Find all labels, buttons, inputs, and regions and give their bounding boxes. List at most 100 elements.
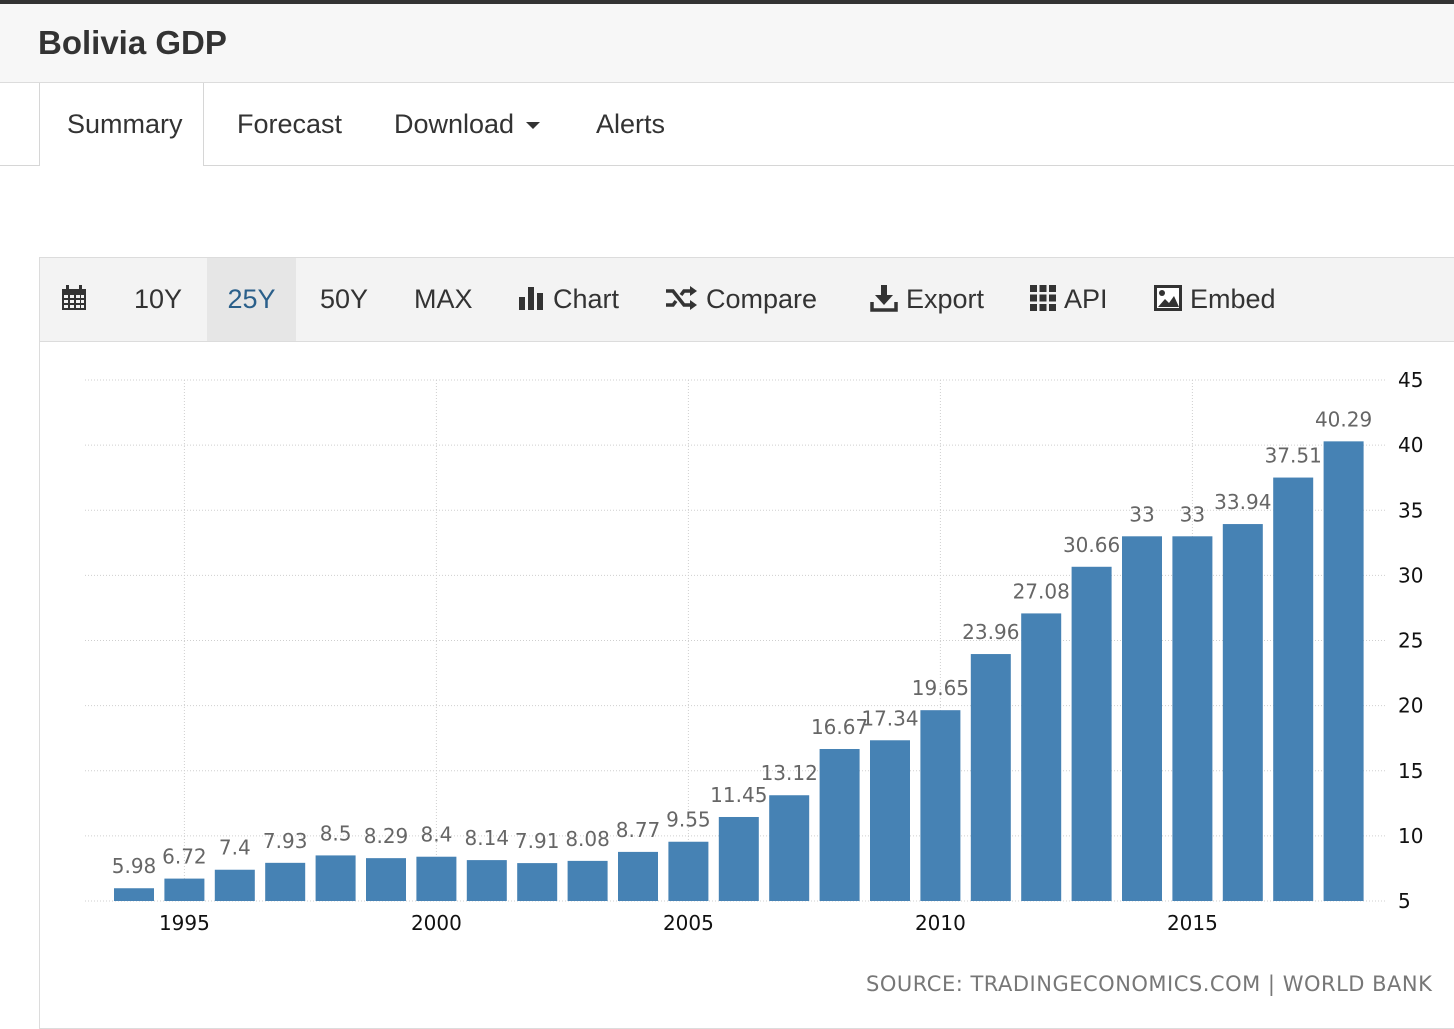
bar[interactable] bbox=[970, 654, 1011, 901]
bar-chart-icon bbox=[519, 286, 543, 310]
bar[interactable] bbox=[214, 869, 255, 901]
title-bar: Bolivia GDP bbox=[0, 4, 1454, 83]
api-button[interactable]: API bbox=[1030, 258, 1108, 341]
grid-icon bbox=[1030, 284, 1056, 311]
tab-alerts[interactable]: Alerts bbox=[596, 109, 666, 139]
api-label: API bbox=[1064, 284, 1108, 314]
compare-button[interactable]: Compare bbox=[664, 258, 817, 341]
bar-value-label: 33 bbox=[1129, 502, 1154, 526]
bar[interactable] bbox=[718, 816, 759, 901]
export-button[interactable]: Export bbox=[870, 258, 984, 341]
bar[interactable] bbox=[668, 841, 709, 901]
embed-button[interactable]: Embed bbox=[1154, 258, 1276, 341]
axis-layer: 5 10 15 20 25 30 35 40 45 1995 2000 2005 2010 2015 bbox=[159, 368, 1424, 935]
bar-value-label: 8.77 bbox=[616, 818, 661, 842]
source-attribution: SOURCE: TRADINGECONOMICS.COM | WORLD BAN… bbox=[866, 972, 1432, 996]
bar[interactable] bbox=[416, 856, 457, 901]
embed-label: Embed bbox=[1190, 284, 1276, 314]
bar-value-label: 13.12 bbox=[761, 761, 818, 785]
y-tick-label: 35 bbox=[1398, 498, 1423, 522]
y-tick-label: 25 bbox=[1398, 629, 1423, 653]
bar-value-label: 17.34 bbox=[861, 706, 918, 730]
bar[interactable] bbox=[769, 795, 810, 901]
source-provider: WORLD BANK bbox=[1282, 972, 1433, 996]
bar-value-label: 6.72 bbox=[162, 845, 207, 869]
tab-bar: Summary Forecast Download Alerts bbox=[0, 83, 1454, 166]
bar-value-label: 11.45 bbox=[710, 783, 767, 807]
download-icon bbox=[870, 284, 898, 312]
source-text: SOURCE: TRADINGECONOMICS.COM bbox=[866, 972, 1261, 996]
y-tick-label: 15 bbox=[1398, 759, 1423, 783]
y-tick-label: 20 bbox=[1398, 694, 1423, 718]
caret-down-icon bbox=[526, 122, 541, 130]
bar[interactable] bbox=[265, 862, 306, 901]
bar[interactable] bbox=[114, 888, 154, 901]
bar[interactable] bbox=[366, 858, 406, 901]
tab-forecast[interactable]: Forecast bbox=[237, 109, 343, 139]
source-separator: | bbox=[1267, 972, 1276, 996]
bar-value-label: 8.5 bbox=[320, 821, 352, 845]
chart-toolbar: 10Y 25Y 50Y MAX Chart Compare bbox=[40, 258, 1454, 342]
bar-value-label: 16.67 bbox=[811, 715, 868, 739]
tab-download[interactable]: Download bbox=[394, 83, 541, 165]
x-tick-label: 2010 bbox=[915, 911, 966, 935]
bar[interactable] bbox=[164, 878, 205, 901]
top-border bbox=[0, 0, 1454, 4]
bar-value-label: 19.65 bbox=[912, 676, 969, 700]
bar[interactable] bbox=[315, 855, 356, 901]
bar-value-label: 8.08 bbox=[565, 827, 610, 851]
calendar-button[interactable] bbox=[60, 258, 96, 341]
range-10y-button[interactable]: 10Y bbox=[134, 284, 183, 314]
x-tick-label: 1995 bbox=[159, 911, 210, 935]
bar[interactable] bbox=[466, 860, 507, 901]
bar[interactable] bbox=[1172, 536, 1213, 901]
bars-layer bbox=[114, 441, 1364, 901]
bar-value-label: 8.14 bbox=[465, 826, 510, 850]
bar[interactable] bbox=[1021, 613, 1062, 901]
bar[interactable] bbox=[1122, 536, 1162, 901]
tab-download-label: Download bbox=[394, 109, 515, 139]
bar[interactable] bbox=[567, 860, 608, 901]
range-50y-button[interactable]: 50Y bbox=[320, 284, 369, 314]
bar[interactable] bbox=[517, 863, 558, 901]
range-max-button[interactable]: MAX bbox=[414, 284, 473, 314]
bar-value-label: 37.51 bbox=[1265, 444, 1322, 468]
bar[interactable] bbox=[920, 710, 961, 901]
chart-label: Chart bbox=[553, 284, 620, 314]
bar-value-label: 7.91 bbox=[515, 829, 560, 853]
bar[interactable] bbox=[1323, 441, 1364, 901]
y-tick-label: 5 bbox=[1398, 889, 1411, 913]
bar-value-label: 7.93 bbox=[263, 829, 308, 853]
image-icon bbox=[1154, 284, 1182, 311]
bar-value-label: 40.29 bbox=[1315, 407, 1372, 431]
bar-value-label: 5.98 bbox=[112, 854, 157, 878]
calendar-icon bbox=[62, 284, 86, 310]
export-label: Export bbox=[906, 284, 985, 314]
chart-type-button[interactable]: Chart bbox=[518, 258, 619, 341]
bar[interactable] bbox=[1222, 524, 1263, 901]
shuffle-icon bbox=[666, 285, 697, 310]
x-tick-label: 2000 bbox=[411, 911, 462, 935]
bar-value-label: 8.4 bbox=[420, 823, 452, 847]
x-tick-label: 2015 bbox=[1167, 911, 1218, 935]
labels-layer: 5.98 6.72 7.4 7.93 8.5 8.29 8.4 8.14 7.91 8.08 8.7… bbox=[112, 407, 1372, 878]
range-25y-button[interactable]: 25Y bbox=[207, 258, 296, 341]
bar[interactable] bbox=[819, 748, 860, 901]
bar-value-label: 7.4 bbox=[219, 836, 251, 860]
bar-value-label: 9.55 bbox=[666, 808, 711, 832]
x-tick-label: 2005 bbox=[663, 911, 714, 935]
tab-summary[interactable]: Summary bbox=[39, 83, 204, 166]
bar-value-label: 27.08 bbox=[1013, 579, 1070, 603]
bar-value-label: 8.29 bbox=[364, 824, 409, 848]
bar[interactable] bbox=[1071, 566, 1112, 901]
y-tick-label: 30 bbox=[1398, 563, 1423, 587]
y-tick-label: 10 bbox=[1398, 824, 1423, 848]
bar[interactable] bbox=[1273, 477, 1314, 901]
bar[interactable] bbox=[618, 851, 658, 901]
bar-value-label: 30.66 bbox=[1063, 533, 1120, 557]
bar[interactable] bbox=[870, 740, 910, 901]
bar-value-label: 33 bbox=[1180, 502, 1205, 526]
compare-label: Compare bbox=[706, 284, 818, 314]
y-tick-label: 45 bbox=[1398, 368, 1423, 392]
